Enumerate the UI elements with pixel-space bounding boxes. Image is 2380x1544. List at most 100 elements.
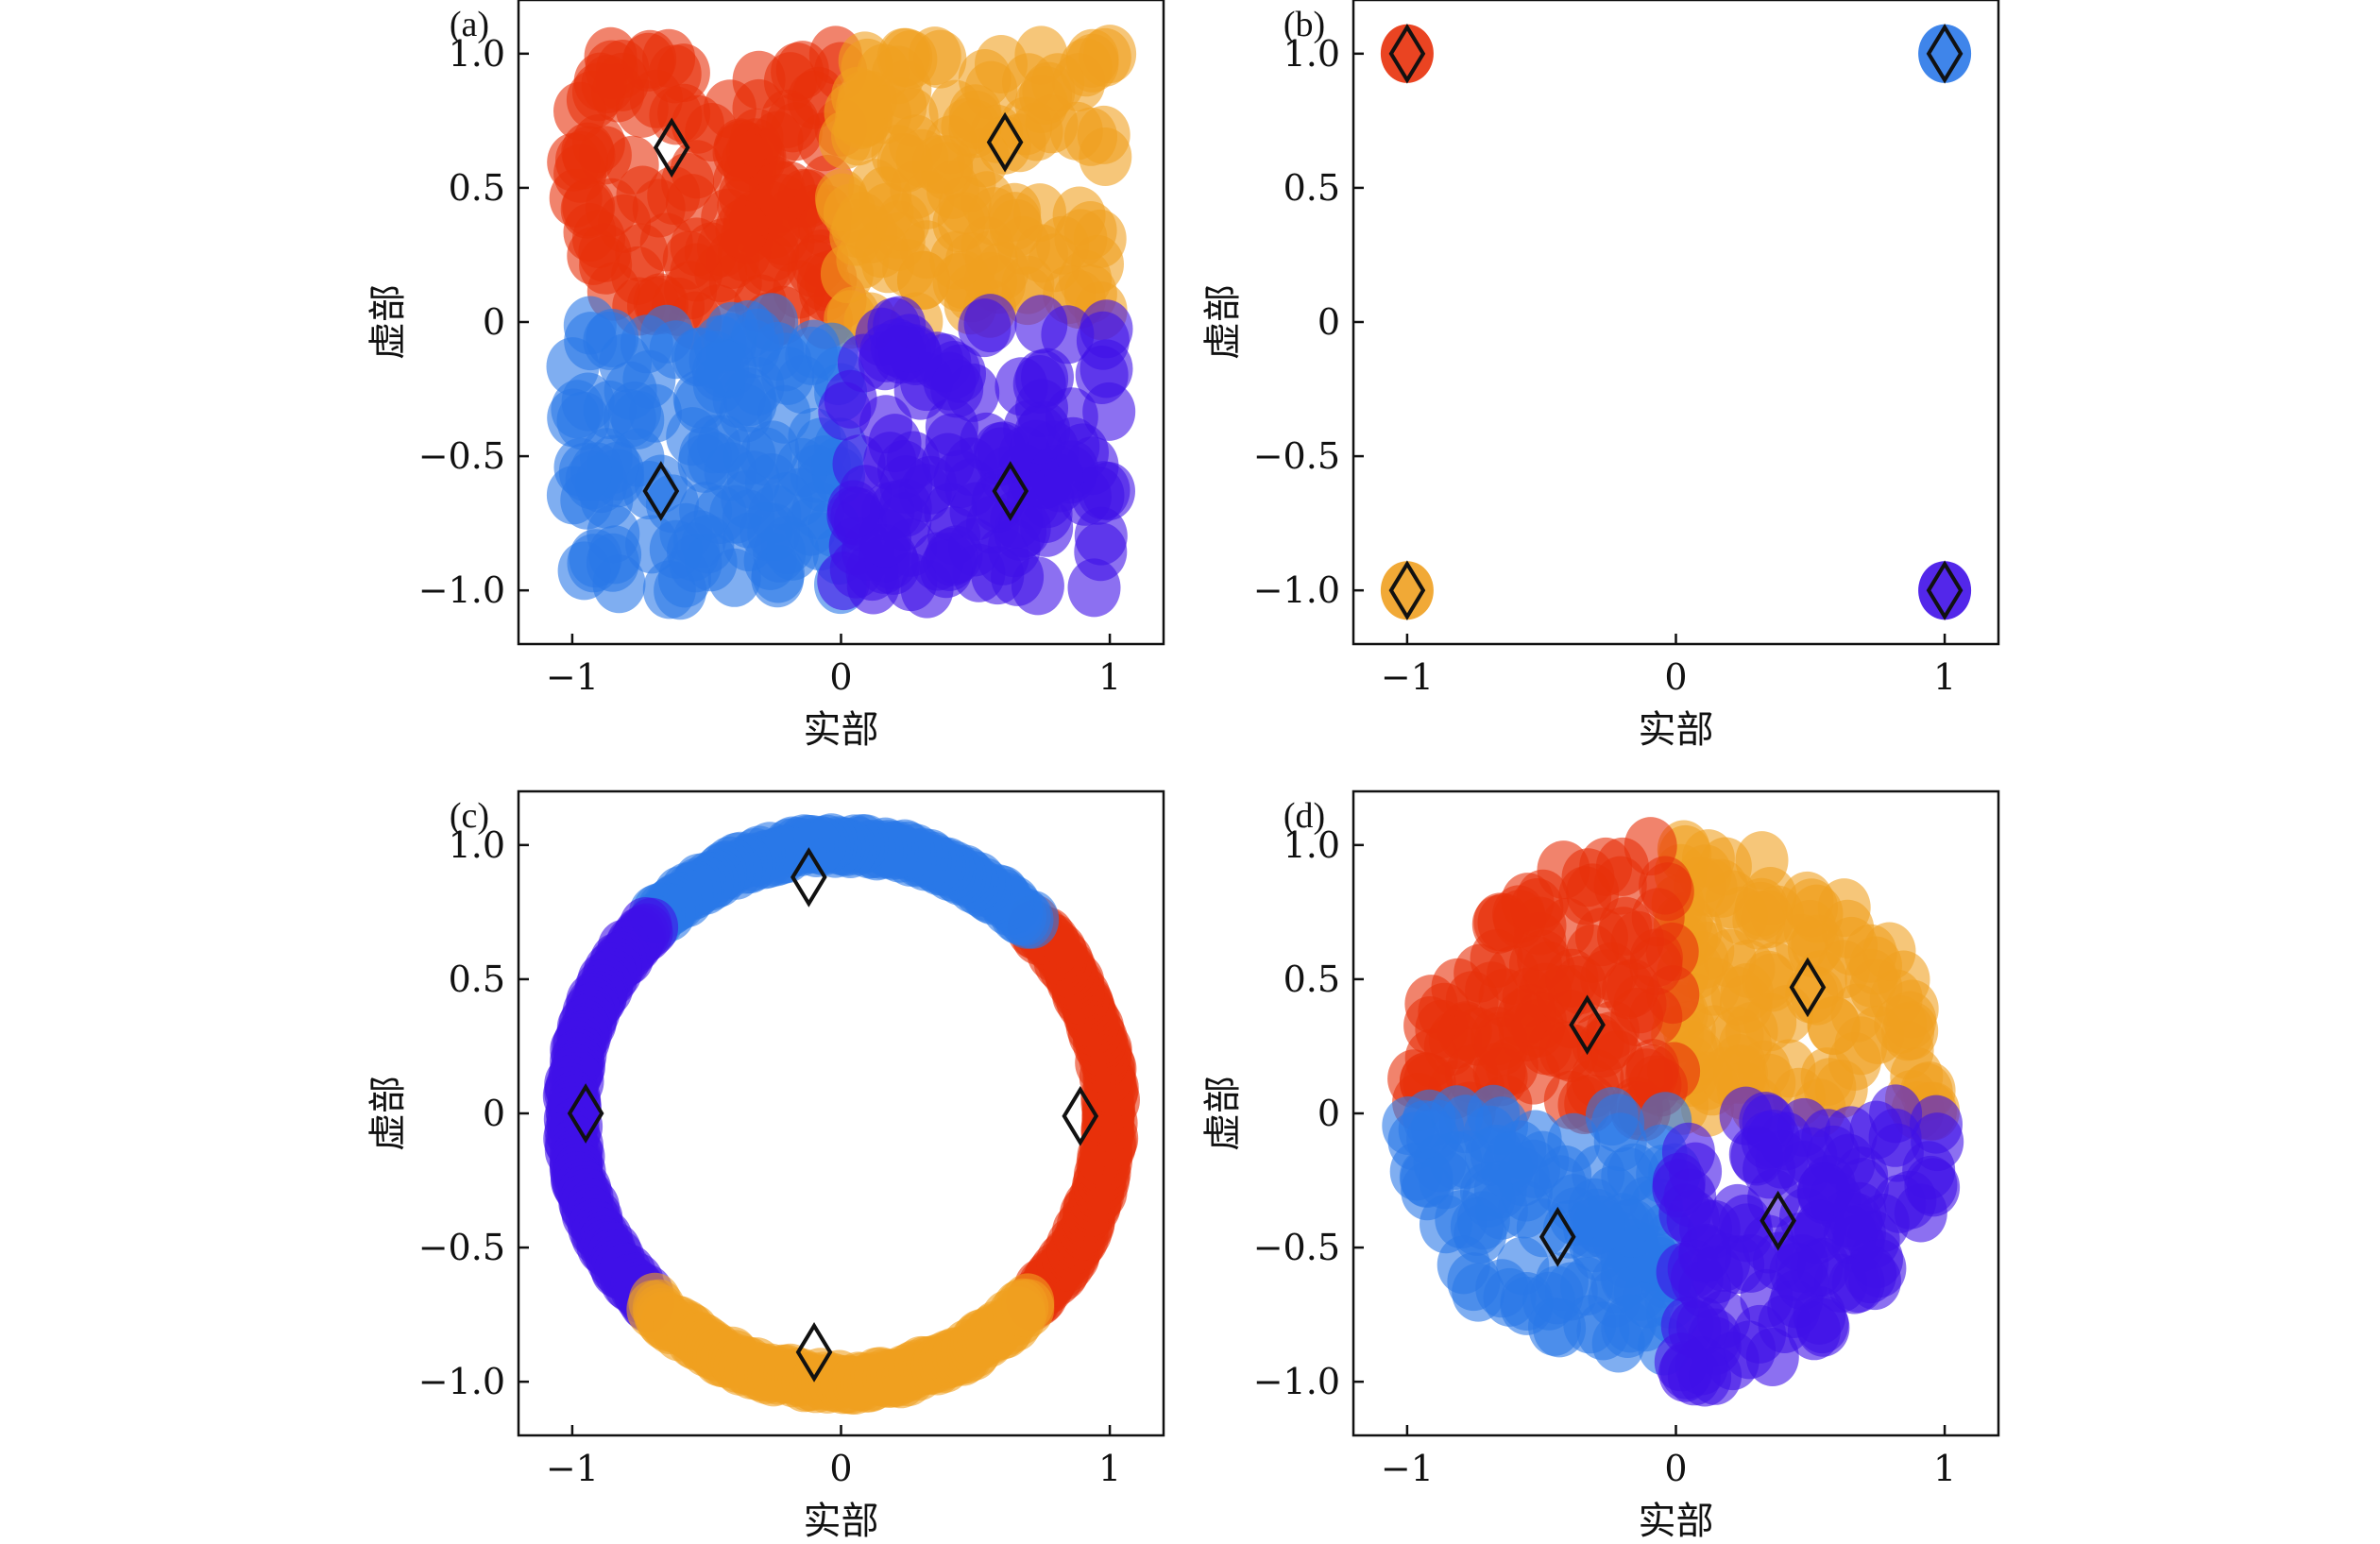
data-point — [882, 239, 936, 298]
data-point — [1697, 1232, 1751, 1292]
data-point — [558, 442, 612, 501]
series-purple — [1918, 561, 1972, 620]
data-point — [824, 369, 877, 429]
y-tick-label: −1.0 — [1253, 1361, 1340, 1402]
y-tick-label: 0 — [483, 1093, 505, 1134]
y-tick-label: 0 — [1318, 1093, 1340, 1134]
data-point — [1606, 1143, 1660, 1202]
panel-label: (c) — [450, 796, 489, 836]
data-point — [547, 388, 601, 448]
data-point — [1907, 1158, 1961, 1217]
data-point — [766, 521, 820, 581]
scatter-points — [1380, 24, 1972, 620]
data-point — [1014, 75, 1068, 133]
data-point — [611, 390, 665, 450]
data-point — [818, 110, 872, 170]
x-tick-label: 1 — [1933, 656, 1956, 698]
y-tick-label: 1.0 — [1284, 824, 1340, 866]
data-point — [715, 199, 769, 259]
panel-a: −1 0 1 1.0 0.5 0 −0.5 −1.0 实部 虚部 (a) — [366, 0, 1165, 752]
centroid-diamond-marker — [1926, 560, 1964, 621]
series-orange — [626, 1272, 1055, 1415]
centroid-diamond-marker — [1789, 957, 1827, 1018]
data-point — [1538, 1021, 1592, 1080]
data-point — [1064, 107, 1117, 166]
data-point — [949, 482, 1003, 541]
data-point — [1918, 561, 1972, 620]
series-orange — [1380, 561, 1434, 620]
data-point — [1380, 24, 1434, 83]
data-point — [1036, 215, 1089, 275]
x-axis-label: 实部 — [1639, 1500, 1714, 1543]
data-point — [1547, 1112, 1601, 1172]
x-tick-label: −1 — [546, 656, 599, 698]
y-axis-label: 虚部 — [1201, 284, 1245, 360]
data-point — [1403, 996, 1457, 1055]
data-point — [1737, 1040, 1791, 1099]
data-point — [1082, 462, 1135, 521]
y-tick-label: −0.5 — [1253, 435, 1340, 477]
data-point — [963, 294, 1017, 353]
series-purple — [1652, 1084, 1964, 1407]
panel-c: −1 0 1 1.0 0.5 0 −0.5 −1.0 实部 虚部 (c) — [366, 789, 1165, 1543]
data-point — [1822, 1133, 1876, 1193]
data-point — [923, 532, 977, 591]
scatter-points — [1382, 817, 1964, 1407]
y-tick-label: 1.0 — [1284, 33, 1340, 75]
data-point — [693, 485, 747, 544]
data-point — [827, 480, 880, 539]
data-point — [1067, 558, 1121, 618]
data-point — [876, 27, 930, 87]
y-tick-label: 0 — [483, 301, 505, 343]
x-tick-label: −1 — [546, 1448, 599, 1489]
x-tick-label: 0 — [1664, 1448, 1687, 1489]
series-blue — [627, 813, 1060, 954]
centroid-diamond-marker — [1760, 1190, 1796, 1251]
y-tick-label: 0 — [1318, 301, 1340, 343]
data-point — [925, 413, 978, 472]
data-point — [661, 152, 715, 212]
x-tick-label: −1 — [1381, 1448, 1434, 1489]
data-point — [1814, 1253, 1867, 1313]
data-point — [696, 338, 749, 398]
data-point — [1593, 856, 1647, 915]
centroid-diamond-marker — [795, 1322, 833, 1383]
data-point — [970, 104, 1024, 163]
data-point — [1419, 1150, 1472, 1210]
data-point — [1014, 295, 1068, 354]
data-point — [758, 332, 812, 392]
data-point — [1554, 956, 1607, 1015]
centroid-diamond-marker — [986, 111, 1024, 173]
data-point — [573, 52, 627, 111]
y-tick-label: 0.5 — [1284, 167, 1340, 209]
data-point — [879, 455, 933, 515]
data-point — [1021, 469, 1075, 529]
centroid-diamond-marker — [1388, 560, 1426, 621]
data-point — [560, 179, 614, 239]
data-point — [858, 85, 911, 144]
y-axis-label: 虚部 — [1201, 1076, 1245, 1151]
x-tick-label: 0 — [829, 656, 852, 698]
y-tick-label: −1.0 — [1253, 569, 1340, 611]
data-point — [1918, 24, 1972, 83]
centroid-diamond-marker — [653, 117, 690, 178]
x-axis-label: 实部 — [804, 708, 879, 752]
x-tick-label: 1 — [1098, 656, 1121, 698]
data-point — [1398, 1100, 1452, 1160]
data-point — [670, 217, 723, 277]
x-axis-label: 实部 — [1639, 708, 1714, 752]
x-axis-label: 实部 — [804, 1500, 879, 1543]
data-point — [730, 108, 784, 167]
data-point — [1742, 950, 1795, 1010]
data-point — [1687, 957, 1741, 1016]
data-point — [1510, 878, 1564, 937]
data-point — [994, 357, 1048, 416]
y-tick-label: −0.5 — [1253, 1227, 1340, 1268]
data-point — [1585, 1087, 1639, 1146]
scatter-points — [542, 813, 1140, 1415]
x-tick-label: −1 — [1381, 656, 1434, 698]
panel-label: (d) — [1284, 796, 1325, 836]
data-point — [1910, 1094, 1963, 1154]
data-point — [1610, 910, 1664, 970]
